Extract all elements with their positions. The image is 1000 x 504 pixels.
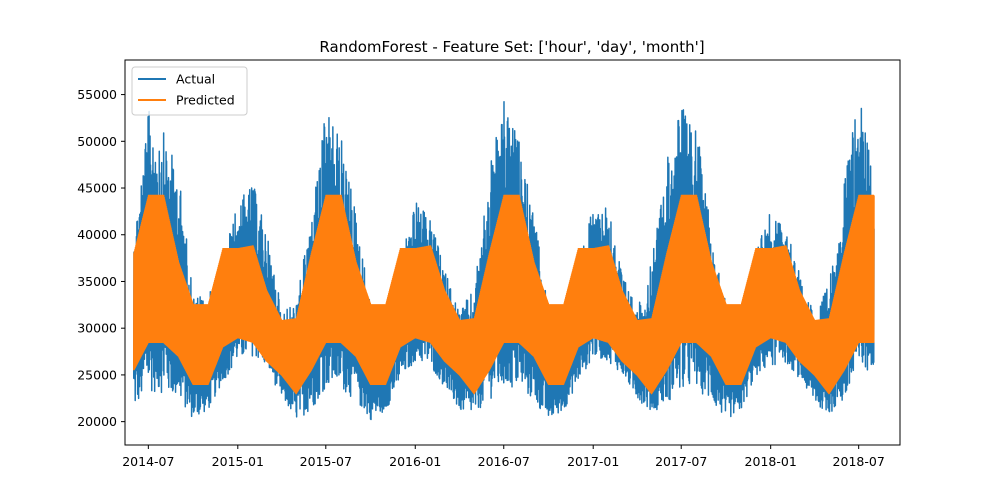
legend-label-actual: Actual <box>176 72 215 87</box>
x-tick-label: 2017-07 <box>655 454 707 469</box>
y-tick-label: 40000 <box>77 227 117 242</box>
y-tick-label: 30000 <box>77 321 117 336</box>
y-tick-label: 20000 <box>77 414 117 429</box>
x-tick-label: 2018-07 <box>833 454 885 469</box>
x-tick-label: 2015-07 <box>300 454 352 469</box>
plot-area-frame <box>124 59 901 446</box>
y-tick-label: 35000 <box>77 274 117 289</box>
predicted-series-line <box>133 194 875 395</box>
x-tick-label: 2014-07 <box>122 454 174 469</box>
y-tick-label: 45000 <box>77 181 117 196</box>
legend: Actual Predicted <box>131 66 248 116</box>
x-tick-label: 2018-01 <box>745 454 797 469</box>
y-tick-label: 55000 <box>77 87 117 102</box>
x-tick-label: 2016-01 <box>389 454 441 469</box>
legend-label-predicted: Predicted <box>176 93 235 108</box>
x-tick-label: 2017-01 <box>567 454 619 469</box>
x-tick-label: 2015-01 <box>212 454 264 469</box>
axis-ticks: 2014-07 2015-01 2015-07 2016-01 2016-07 2017-… <box>77 87 885 469</box>
chart-title: RandomForest - Feature Set: ['hour', 'da… <box>319 38 704 56</box>
y-tick-label: 50000 <box>77 134 117 149</box>
plot-data-layer <box>133 100 875 421</box>
y-tick-label: 25000 <box>77 367 117 382</box>
x-tick-label: 2016-07 <box>478 454 530 469</box>
